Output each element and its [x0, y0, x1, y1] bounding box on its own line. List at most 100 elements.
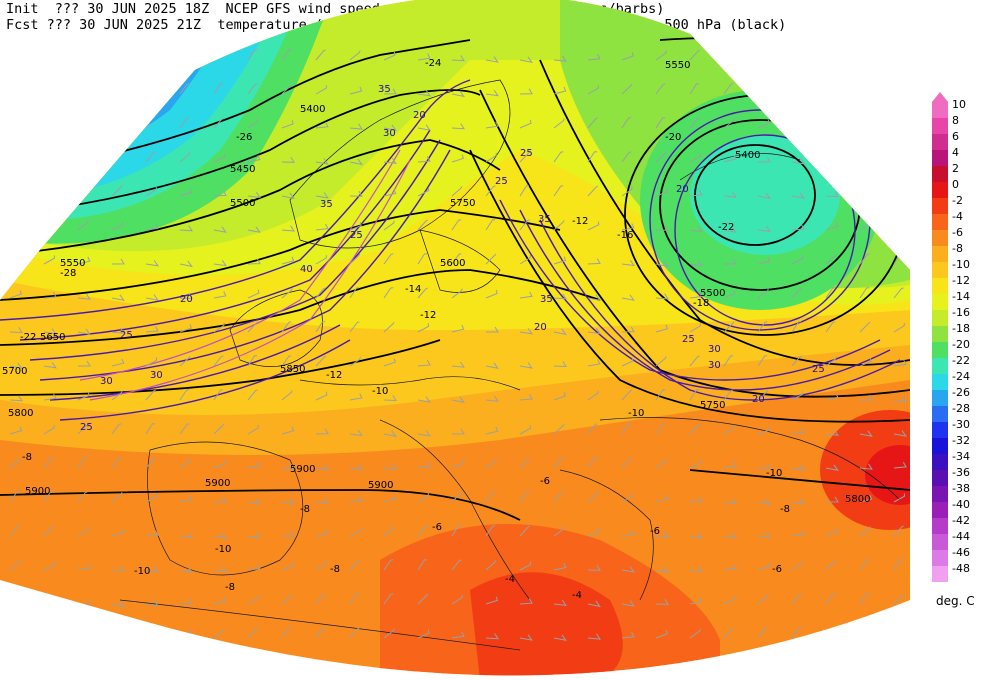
wind-barb: [621, 259, 635, 267]
wind-barb: [485, 253, 497, 265]
wind-barb: [349, 356, 361, 367]
wind-barb: [111, 633, 125, 640]
wind-barb: [349, 393, 363, 401]
wind-label: 20: [413, 110, 426, 121]
wind-barb: [111, 600, 125, 608]
wind-barb: [9, 426, 23, 435]
wind-barb: [77, 423, 89, 435]
wind-barb: [723, 289, 736, 299]
wind-barb: [179, 458, 191, 469]
wind-barb: [621, 326, 635, 333]
wind-barb: [519, 425, 532, 435]
wind-barb: [247, 83, 258, 95]
temp-label: -22: [20, 332, 36, 343]
wind-barb: [281, 355, 292, 367]
wind-barb: [111, 258, 125, 265]
wind-barb: [791, 255, 804, 265]
wind-barb: [179, 83, 190, 95]
wind-barb: [723, 226, 737, 234]
wind-barb: [791, 529, 805, 537]
wind-barb: [247, 461, 261, 469]
wind-barb: [859, 321, 871, 333]
wind-barb: [723, 321, 735, 333]
wind-label: 25: [120, 330, 133, 341]
wind-barb: [9, 395, 23, 402]
wind-barb: [9, 219, 20, 231]
wind-barb: [553, 151, 564, 163]
wind-barb: [655, 83, 666, 95]
wind-barb: [723, 627, 734, 639]
wind-barb: [111, 492, 123, 503]
wind-barb: [791, 287, 802, 299]
wind-barb: [315, 627, 326, 639]
wind-barb: [723, 118, 735, 129]
wind-barb: [553, 220, 565, 231]
wind-barb: [43, 328, 57, 335]
legend-swatch: [932, 422, 948, 438]
wind-label: 25: [682, 334, 695, 345]
wind-label: 25: [520, 148, 533, 159]
wind-barb: [179, 531, 193, 539]
wind-barb: [825, 559, 837, 571]
wind-barb: [247, 49, 258, 61]
wind-barb: [451, 594, 463, 605]
wind-barb: [281, 321, 292, 333]
wind-barb: [9, 458, 21, 469]
wind-barb: [179, 188, 193, 197]
wind-barb: [621, 493, 633, 503]
wind-label: 25: [812, 364, 825, 375]
wind-barb: [893, 89, 907, 97]
wind-barb: [315, 223, 329, 231]
legend-swatch: [932, 502, 948, 518]
wind-barb: [213, 596, 227, 605]
wind-barb: [587, 633, 601, 640]
wind-barb: [9, 253, 21, 265]
wind-barb: [859, 559, 870, 571]
wind-barb: [213, 322, 225, 333]
wind-barb: [553, 491, 564, 503]
wind-barb: [383, 628, 395, 639]
wind-barb: [111, 423, 122, 435]
temp-label: -6: [540, 476, 550, 487]
temp-label: -22: [718, 222, 734, 233]
wind-barb: [179, 423, 190, 435]
wind-barb: [859, 494, 873, 503]
wind-barb: [247, 118, 259, 129]
wind-barb: [145, 493, 158, 503]
wind-barb: [43, 424, 55, 435]
wind-barb: [519, 525, 530, 537]
wind-barb: [825, 222, 839, 231]
legend-swatch: [932, 182, 948, 198]
wind-barb: [621, 457, 632, 469]
wind-barb: [179, 293, 193, 300]
wind-barb: [689, 189, 703, 197]
wind-barb: [383, 395, 397, 402]
wind-barb: [587, 491, 599, 503]
wind-barb: [417, 219, 428, 231]
wind-barb: [757, 627, 768, 639]
wind-barb: [791, 627, 802, 639]
wind-barb: [519, 457, 530, 469]
wind-barb: [451, 428, 465, 435]
temp-label: -28: [60, 268, 76, 279]
wind-barb: [213, 291, 227, 299]
wind-barb: [383, 124, 397, 132]
wind-barb: [757, 463, 771, 470]
wind-barb: [621, 389, 633, 401]
wind-barb: [179, 152, 191, 163]
legend-swatch: [932, 374, 948, 390]
wind-barb: [43, 255, 56, 265]
wind-barb: [621, 566, 635, 573]
wind-barb: [859, 124, 873, 131]
wind-barb: [315, 428, 329, 435]
wind-barb: [791, 560, 803, 571]
wind-barb: [689, 291, 703, 299]
wind-barb: [383, 463, 397, 470]
wind-barb: [757, 257, 771, 265]
wind-barb: [519, 151, 531, 163]
wind-label: 20: [180, 294, 193, 305]
wind-barb: [723, 498, 737, 505]
wind-barb: [111, 565, 125, 572]
wind-barb: [791, 84, 803, 95]
wind-barb: [723, 191, 737, 198]
